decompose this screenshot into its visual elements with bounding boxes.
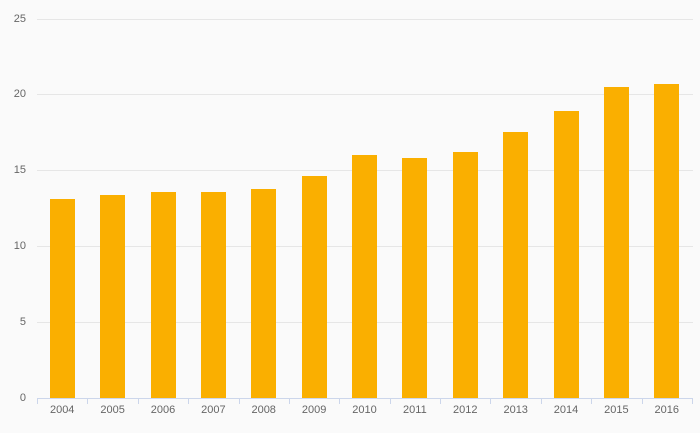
x-axis-category-label-2008: 2008 (251, 404, 276, 416)
y-axis-tick-label-0: 0 (19, 392, 26, 404)
bar-2005[interactable] (100, 194, 126, 398)
x-axis-tick (239, 399, 240, 404)
x-axis-tick (37, 399, 38, 404)
y-axis-tick-label-20: 20 (13, 88, 26, 101)
x-axis-category-label-2016: 2016 (654, 404, 680, 416)
x-axis-category-label-2007: 2007 (201, 404, 226, 416)
gridline-25 (37, 18, 693, 20)
x-axis-tick (339, 399, 340, 404)
bar-2013[interactable] (503, 132, 529, 398)
x-axis-category-label-2015: 2015 (604, 404, 629, 416)
bar-2011[interactable] (402, 158, 428, 398)
x-axis-tick (440, 399, 441, 404)
x-axis-line (37, 398, 693, 399)
bar-2008[interactable] (251, 188, 277, 398)
y-axis-tick-label-5: 5 (19, 316, 26, 329)
x-axis-tick (87, 399, 88, 404)
x-axis-tick (490, 399, 491, 404)
x-axis-category-label-2011: 2011 (403, 404, 427, 416)
x-axis-category-label-2005: 2005 (100, 404, 125, 416)
x-axis-category-label-2009: 2009 (301, 404, 327, 416)
x-axis-tick (642, 399, 643, 404)
x-axis-category-label-2013: 2013 (503, 404, 528, 416)
x-axis-category-label-2004: 2004 (49, 404, 75, 416)
x-axis-category-label-2014: 2014 (553, 404, 579, 416)
bar-2007[interactable] (200, 191, 226, 398)
x-axis-tick (541, 399, 542, 404)
bar-2010[interactable] (352, 155, 377, 398)
x-axis-category-label-2006: 2006 (150, 404, 176, 416)
y-axis-tick-label-15: 15 (13, 164, 26, 177)
x-axis-tick (188, 399, 189, 404)
x-axis-tick (692, 399, 693, 404)
x-axis-tick (591, 399, 592, 404)
x-axis-category-label-2012: 2012 (453, 404, 478, 416)
x-axis-tick (390, 399, 391, 404)
x-axis-tick (289, 399, 290, 404)
x-axis-category-label-2010: 2010 (352, 404, 377, 416)
y-axis-tick-label-25: 25 (13, 12, 26, 25)
gridline-20 (37, 94, 693, 96)
bar-2009[interactable] (301, 176, 327, 398)
bar-2015[interactable] (603, 86, 629, 398)
bar-2014[interactable] (553, 111, 579, 398)
bar-2016[interactable] (654, 83, 680, 398)
bar-2006[interactable] (150, 191, 176, 398)
x-axis-tick (138, 399, 139, 404)
bar-2004[interactable] (49, 199, 75, 398)
bar-2012[interactable] (452, 152, 478, 398)
y-axis-tick-label-10: 10 (13, 240, 26, 253)
